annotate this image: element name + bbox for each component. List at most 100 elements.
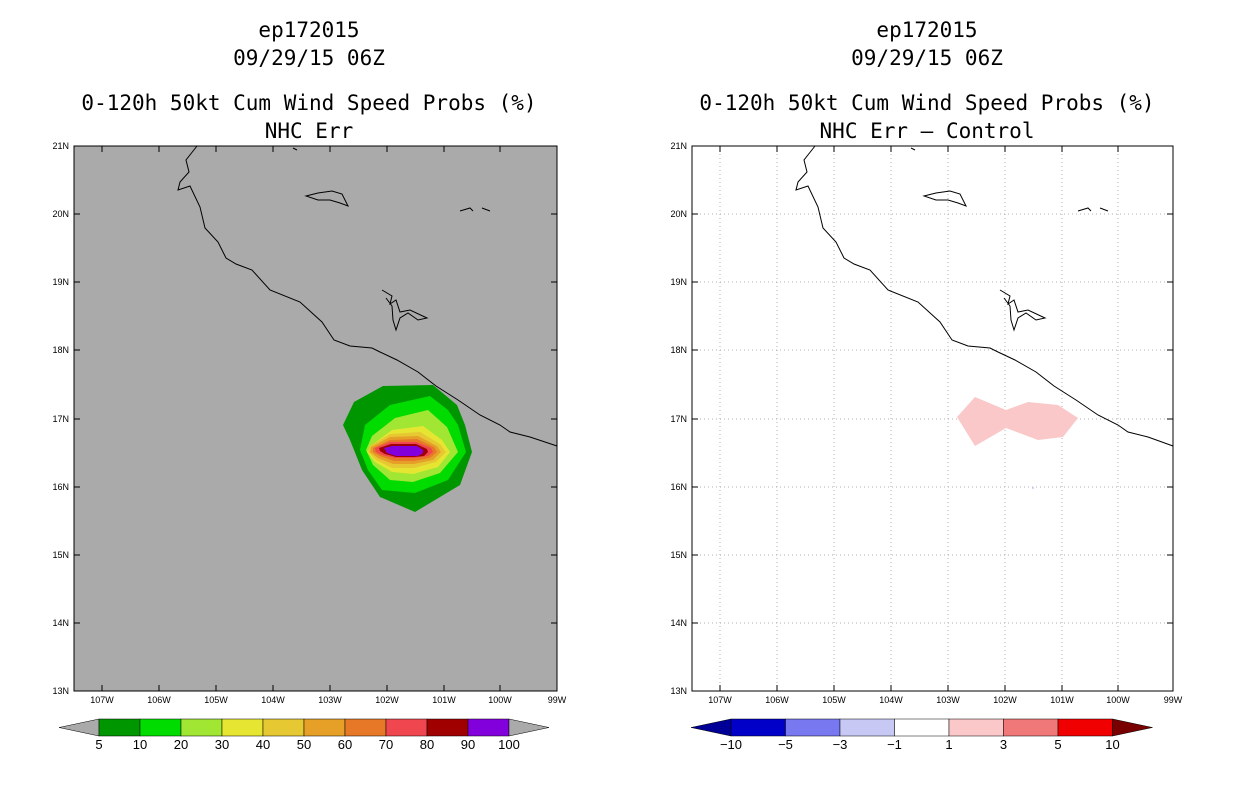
island-tiny-top: [910, 147, 916, 151]
island-small: [1077, 207, 1109, 212]
colorbar-label: 5: [1054, 737, 1061, 752]
right-colorbar: −10 −5 −3 −1 1 3 5 10: [690, 718, 1153, 752]
lon-tick-label: 100W: [1106, 695, 1130, 705]
lon-tick-label: 105W: [822, 695, 846, 705]
lon-tick-label: 107W: [708, 695, 732, 705]
lon-tick-label: 104W: [261, 695, 285, 705]
lon-tick-label: 104W: [879, 695, 903, 705]
colorbar-segment: [426, 718, 469, 737]
colorbar-segment: [98, 718, 141, 737]
colorbar-segment: [385, 718, 428, 737]
lat-tick-label: 18N: [670, 345, 687, 355]
colorbar-segment: [180, 718, 223, 737]
lat-tick-label: 20N: [670, 209, 687, 219]
colorbar-segment: [730, 718, 786, 737]
colorbar-label: 10: [133, 737, 147, 752]
lon-tick-label: 99W: [548, 695, 567, 705]
left-storm-id: ep172015: [258, 18, 360, 42]
lon-tick-label: 106W: [765, 695, 789, 705]
lat-tick-label: 17N: [670, 414, 687, 424]
colorbar-segment: [262, 718, 305, 737]
lat-tick-label: 14N: [52, 618, 69, 628]
colorbar-segment: [467, 718, 510, 737]
lat-tick-label: 20N: [52, 209, 69, 219]
lon-tick-label: 103W: [936, 695, 960, 705]
colorbar-segment: [1003, 718, 1059, 737]
right-storm-id: ep172015: [876, 18, 978, 42]
lon-tick-label: 99W: [1164, 695, 1183, 705]
prob-contour-90: [384, 446, 423, 456]
colorbar-label: 40: [256, 737, 270, 752]
left-plot-background: [74, 146, 557, 691]
colorbar-label: 90: [461, 737, 475, 752]
lon-tick-label: 101W: [1050, 695, 1074, 705]
colorbar-label: −1: [887, 737, 902, 752]
colorbar-under-triangle: [690, 718, 732, 737]
mainland-coastline: [177, 145, 558, 447]
colorbar-segment: [303, 718, 346, 737]
lake-patzcuaro: [999, 289, 1047, 332]
lon-tick-label: 100W: [488, 695, 512, 705]
lat-tick-label: 17N: [52, 414, 69, 424]
colorbar-label: −5: [778, 737, 793, 752]
right-title: 0-120h 50kt Cum Wind Speed Probs (%): [699, 91, 1155, 115]
lon-tick-label: 101W: [432, 695, 456, 705]
colorbar-label: 60: [338, 737, 352, 752]
lat-tick-label: 18N: [52, 345, 69, 355]
colorbar-label: 10: [1105, 737, 1119, 752]
island-large: [922, 190, 968, 207]
colorbar-segment: [344, 718, 387, 737]
lat-tick-label: 15N: [52, 550, 69, 560]
colorbar-segment: [839, 718, 895, 737]
left-datetime: 09/29/15 06Z: [233, 46, 385, 70]
left-map-svg: 107W 106W 105W 104W 103W 102W 101W 100W 99W 21N 20…: [52, 141, 566, 752]
colorbar-over-triangle: [1112, 718, 1153, 737]
colorbar-under-triangle: [58, 718, 100, 737]
island-tiny-top: [292, 147, 298, 151]
lat-tick-label: 15N: [670, 550, 687, 560]
diff-speck: [1032, 487, 1034, 489]
colorbar-label: 50: [297, 737, 311, 752]
left-title: 0-120h 50kt Cum Wind Speed Probs (%): [81, 91, 537, 115]
colorbar-segment: [221, 718, 264, 737]
right-subtitle: NHC Err – Control: [819, 119, 1035, 143]
lon-tick-label: 103W: [318, 695, 342, 705]
colorbar-label: −3: [833, 737, 848, 752]
lat-tick-label: 16N: [52, 482, 69, 492]
right-coastlines: [795, 145, 1174, 447]
left-axis-ticks: 107W 106W 105W 104W 103W 102W 101W 100W 99W 21N 20…: [52, 141, 566, 705]
colorbar-segment: [948, 718, 1004, 737]
colorbar-over-triangle: [508, 718, 550, 737]
left-subtitle: NHC Err: [264, 119, 354, 143]
colorbar-label: 80: [420, 737, 434, 752]
lat-tick-label: 13N: [670, 686, 687, 696]
left-coastlines: [177, 145, 558, 447]
lat-tick-label: 19N: [670, 277, 687, 287]
probability-contours: [343, 385, 472, 512]
left-map-panel: ep172015 09/29/15 06Z 0-120h 50kt Cum Wi…: [52, 18, 566, 752]
colorbar-label: 100: [498, 737, 520, 752]
colorbar-segment: [894, 718, 950, 737]
lon-tick-label: 102W: [993, 695, 1017, 705]
right-map-svg: 107W 106W 105W 104W 103W 102W 101W 100W 99W 21N 20…: [670, 141, 1182, 752]
lat-tick-label: 21N: [670, 141, 687, 151]
lon-tick-label: 107W: [90, 695, 114, 705]
lon-tick-label: 106W: [147, 695, 171, 705]
island-large: [304, 190, 350, 207]
right-axis-ticks: 107W 106W 105W 104W 103W 102W 101W 100W 99W 21N 20…: [670, 141, 1182, 705]
mainland-coastline: [795, 145, 1174, 447]
colorbar-label: 70: [379, 737, 393, 752]
diff-region-positive: [957, 397, 1078, 446]
island-small: [459, 207, 491, 212]
right-datetime: 09/29/15 06Z: [851, 46, 1003, 70]
colorbar-label: 20: [174, 737, 188, 752]
lon-tick-label: 105W: [204, 695, 228, 705]
colorbar-label: 3: [1000, 737, 1007, 752]
lake-patzcuaro: [381, 289, 429, 332]
right-map-panel: ep172015 09/29/15 06Z 0-120h 50kt Cum Wi…: [618, 0, 1236, 800]
colorbar-segment: [139, 718, 182, 737]
colorbar-segment: [785, 718, 841, 737]
colorbar-label: −10: [720, 737, 742, 752]
colorbar-label: 1: [945, 737, 952, 752]
lat-tick-label: 19N: [52, 277, 69, 287]
